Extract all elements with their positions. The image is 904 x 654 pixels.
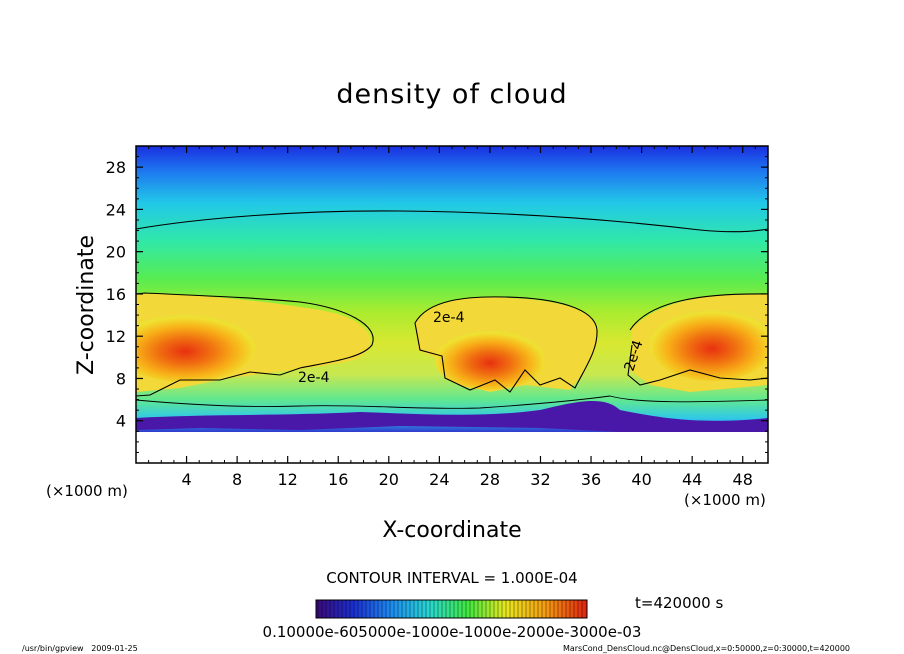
y-tick-label: 4 <box>116 412 126 431</box>
x-tick-label: 44 <box>682 470 702 489</box>
x-axis-label: X-coordinate <box>382 518 521 543</box>
colorbar <box>315 599 588 619</box>
y-tick-label: 20 <box>106 243 126 262</box>
base-layer <box>136 400 768 438</box>
x-tick-label: 48 <box>733 470 753 489</box>
y-axis-unit: (×1000 m) <box>46 482 128 500</box>
x-tick-label: 8 <box>232 470 242 489</box>
x-tick-label: 32 <box>530 470 550 489</box>
contour-label: 2e-4 <box>433 310 465 326</box>
x-tick-label: 28 <box>480 470 500 489</box>
x-axis-ticks: 4 8 12 16 20 24 28 32 36 40 44 48 <box>148 146 756 489</box>
contour-line-center <box>414 296 598 393</box>
cloud-core-center <box>435 330 545 390</box>
contour-interval-text: CONTOUR INTERVAL = 1.000E-04 <box>326 569 577 587</box>
x-tick-label: 40 <box>631 470 651 489</box>
footer-right: MarsCond_DensCloud.nc@DensCloud,x=0:5000… <box>563 644 850 653</box>
y-axis-label: Z-coordinate <box>74 235 99 375</box>
colorbar-tick-labels: 0.10000e-605000e-1000e-1000e-2000e-3000e… <box>263 623 642 641</box>
x-axis-unit: (×1000 m) <box>684 491 766 509</box>
time-label: t=420000 s <box>635 594 723 612</box>
y-axis-ticks: 4 8 12 16 20 24 28 <box>106 156 768 453</box>
y-tick-label: 16 <box>106 285 126 304</box>
heatmap-field <box>136 146 768 463</box>
contour-line-base <box>136 395 768 409</box>
y-tick-label: 24 <box>106 200 126 219</box>
cloud-core-right <box>650 309 768 381</box>
x-tick-label: 12 <box>278 470 298 489</box>
y-tick-label: 28 <box>106 158 126 177</box>
x-tick-label: 16 <box>328 470 348 489</box>
contour-line-right <box>627 293 768 386</box>
chart-title: density of cloud <box>336 79 567 110</box>
y-tick-label: 12 <box>106 327 126 346</box>
x-tick-label: 24 <box>429 470 449 489</box>
y-tick-label: 8 <box>116 369 126 388</box>
x-tick-label: 20 <box>379 470 399 489</box>
footer-left: /usr/bin/gpview 2009-01-25 <box>22 644 138 653</box>
contour-line-upper <box>136 210 768 233</box>
x-tick-label: 36 <box>581 470 601 489</box>
contour-label: 2e-4 <box>298 370 330 386</box>
empty-region <box>136 432 768 463</box>
colorbar-stripes <box>317 600 583 618</box>
x-tick-label: 4 <box>181 470 191 489</box>
cloud-core-left <box>136 314 255 382</box>
contour-line-left <box>136 292 374 397</box>
